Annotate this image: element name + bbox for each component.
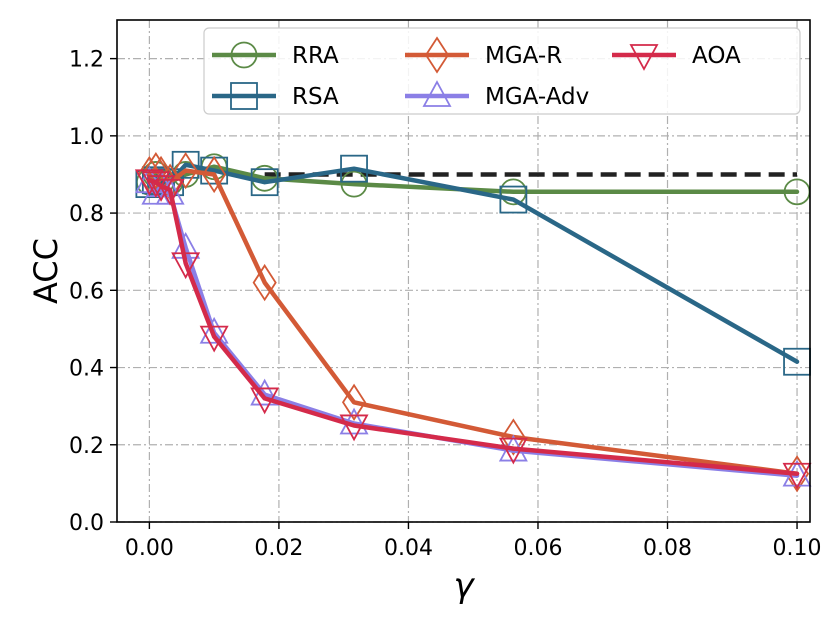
legend-item-rra: RRA [212, 41, 339, 69]
legend-marker-rsa [230, 82, 258, 110]
legend-frame [203, 27, 801, 115]
data-point-rsa [171, 150, 200, 179]
data-point-mga-r [202, 155, 227, 194]
x-tick-label: 0.00 [125, 536, 174, 561]
data-point-aoa [498, 437, 528, 465]
y-tick-label: 0.8 [69, 202, 104, 227]
legend-item-mga-adv: MGA-Adv [405, 80, 589, 110]
data-point-mga-r [143, 151, 168, 190]
y-tick-label: 0.0 [69, 511, 104, 536]
y-axis-label: ACC [27, 238, 65, 304]
data-point-mga-r [252, 263, 277, 302]
y-tick-label: 0.2 [69, 434, 104, 459]
series-line-mga-adv [147, 179, 800, 478]
data-point-mga-r [784, 455, 810, 493]
legend-item-aoa: AOA [612, 43, 741, 71]
legend-label-mga-adv: MGA-Adv [485, 84, 589, 110]
legend-marker-aoa [629, 44, 659, 71]
series-line-rsa [147, 162, 800, 364]
data-point-rsa [499, 185, 528, 214]
legend-label-aoa: AOA [692, 43, 741, 69]
x-tick-label: 0.08 [643, 536, 692, 561]
data-point-aoa [134, 169, 164, 197]
series-mga-adv [134, 166, 812, 487]
data-point-aoa [155, 179, 185, 206]
series-layer [134, 150, 812, 493]
y-tick-label: 1.0 [69, 125, 104, 150]
legend-label-mga-r: MGA-R [485, 43, 562, 69]
data-point-aoa [782, 462, 812, 490]
x-tick-label: 0.10 [773, 536, 822, 561]
legend-marker-rra [230, 41, 258, 69]
series-line-mga-r [147, 168, 800, 476]
data-point-mga-r [173, 151, 198, 190]
data-point-aoa [339, 414, 369, 442]
x-tick-label: 0.02 [254, 536, 303, 561]
data-point-aoa [146, 175, 176, 202]
data-point-rsa [340, 154, 368, 183]
data-point-rra [340, 170, 368, 198]
y-tick-label: 0.4 [69, 357, 104, 382]
series-rra [135, 153, 811, 206]
data-point-mga-r [501, 418, 526, 456]
series-mga-r [137, 151, 810, 493]
legend-marker-mga-r [424, 36, 450, 74]
x-tick-label: 0.06 [513, 536, 562, 561]
data-point-mga-r [341, 383, 367, 421]
y-tick-label: 1.2 [69, 48, 104, 73]
data-point-aoa [250, 387, 280, 415]
legend-marker-mga-adv [422, 80, 452, 107]
plot-area-frame [116, 19, 811, 523]
legend-item-mga-r: MGA-R [405, 36, 562, 74]
legend-label-rsa: RSA [292, 84, 339, 110]
legend-item-rsa: RSA [212, 82, 339, 110]
data-point-aoa [199, 325, 229, 353]
series-rsa [135, 150, 811, 376]
x-axis-label: γ [453, 566, 475, 606]
data-point-rsa [250, 168, 279, 197]
x-tick-label: 0.04 [384, 536, 433, 561]
legend-label-rra: RRA [292, 43, 339, 69]
series-aoa [134, 169, 812, 490]
y-tick-label: 0.6 [69, 279, 104, 304]
data-point-aoa [141, 171, 171, 199]
data-point-mga-adv [199, 316, 229, 344]
data-point-aoa [171, 252, 201, 280]
axis-ticks: 0.00 0.02 0.04 0.06 0.08 0.10 0.0 0.2 0.4 0.6 0.8 1… [69, 48, 822, 561]
legend: RRA RSA MGA-R MGA-Adv AOA [203, 27, 801, 115]
